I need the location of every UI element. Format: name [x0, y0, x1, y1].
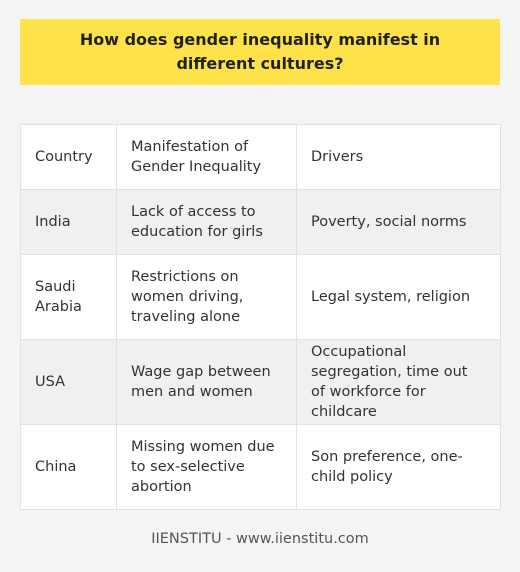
cell-country: India: [20, 189, 117, 255]
table-row: Saudi Arabia Restrictions on women drivi…: [20, 254, 501, 340]
cell-manifestation: Restrictions on women driving, traveling…: [116, 254, 297, 340]
cell-drivers: Legal system, religion: [296, 254, 501, 340]
table-row: India Lack of access to education for gi…: [20, 189, 501, 255]
cell-drivers: Poverty, social norms: [296, 189, 501, 255]
header-country: Country: [20, 124, 117, 190]
table-row: USA Wage gap between men and women Occup…: [20, 339, 501, 425]
cell-country: Saudi Arabia: [20, 254, 117, 340]
page-title: How does gender inequality manifest in d…: [79, 30, 441, 73]
title-banner: How does gender inequality manifest in d…: [20, 19, 500, 85]
footer-credit: IIENSTITU - www.iienstitu.com: [151, 531, 369, 547]
cell-manifestation: Lack of access to education for girls: [116, 189, 297, 255]
cell-manifestation: Wage gap between men and women: [116, 339, 297, 425]
header-drivers: Drivers: [296, 124, 501, 190]
cell-drivers: Son preference, one-child policy: [296, 424, 501, 510]
inequality-table: Country Manifestation of Gender Inequali…: [20, 124, 501, 510]
cell-manifestation: Missing women due to sex-selective abort…: [116, 424, 297, 510]
cell-country: USA: [20, 339, 117, 425]
cell-drivers: Occupational segregation, time out of wo…: [296, 339, 501, 425]
table-row: China Missing women due to sex-selective…: [20, 424, 501, 510]
header-manifestation: Manifestation of Gender Inequality: [116, 124, 297, 190]
cell-country: China: [20, 424, 117, 510]
table-header-row: Country Manifestation of Gender Inequali…: [20, 124, 501, 190]
